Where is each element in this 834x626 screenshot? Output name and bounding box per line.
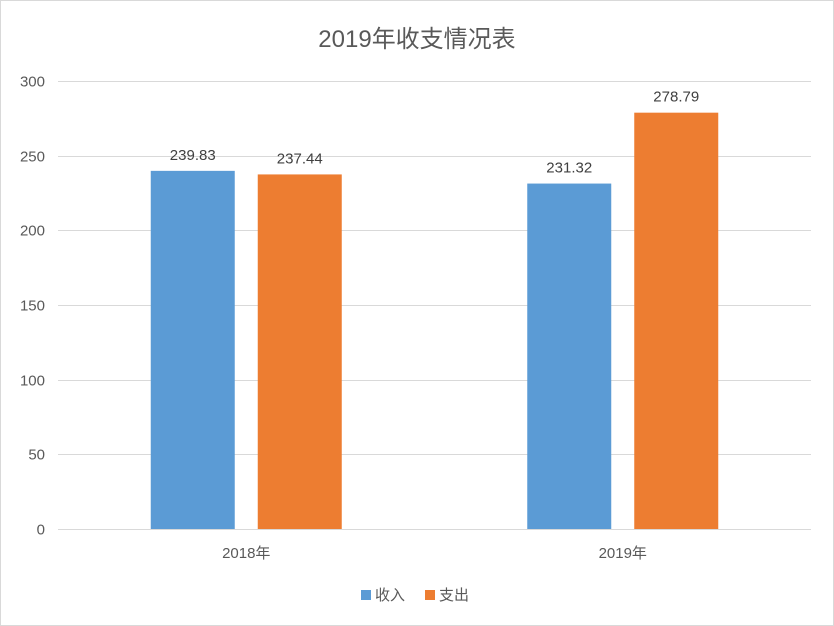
bar xyxy=(527,183,612,529)
data-label: 278.79 xyxy=(653,89,699,106)
y-tick-label: 0 xyxy=(37,522,45,539)
bar xyxy=(257,174,342,530)
legend: 收入 支出 xyxy=(361,587,469,604)
x-tick-label: 2018年 xyxy=(222,545,270,562)
bars xyxy=(150,112,719,530)
bar xyxy=(150,170,235,529)
chart-title: 2019年收支情况表 xyxy=(318,26,515,53)
legend-swatch xyxy=(361,590,371,600)
data-label: 237.44 xyxy=(277,150,323,167)
y-tick-label: 250 xyxy=(20,149,45,166)
y-tick-label: 150 xyxy=(20,298,45,315)
legend-label: 支出 xyxy=(439,587,469,604)
legend-swatch xyxy=(425,590,435,600)
data-label: 231.32 xyxy=(546,160,592,177)
data-label: 239.83 xyxy=(170,147,216,164)
bar xyxy=(634,112,719,530)
x-axis-ticks: 2018年 2019年 xyxy=(222,545,647,562)
y-axis-ticks: 0 50 100 150 200 250 300 xyxy=(20,74,45,539)
x-tick-label: 2019年 xyxy=(599,545,647,562)
legend-label: 收入 xyxy=(375,587,405,604)
y-tick-label: 50 xyxy=(28,447,45,464)
y-tick-label: 300 xyxy=(20,74,45,91)
y-tick-label: 100 xyxy=(20,373,45,390)
data-labels: 239.83 237.44 231.32 278.79 xyxy=(170,89,699,177)
y-tick-label: 200 xyxy=(20,223,45,240)
